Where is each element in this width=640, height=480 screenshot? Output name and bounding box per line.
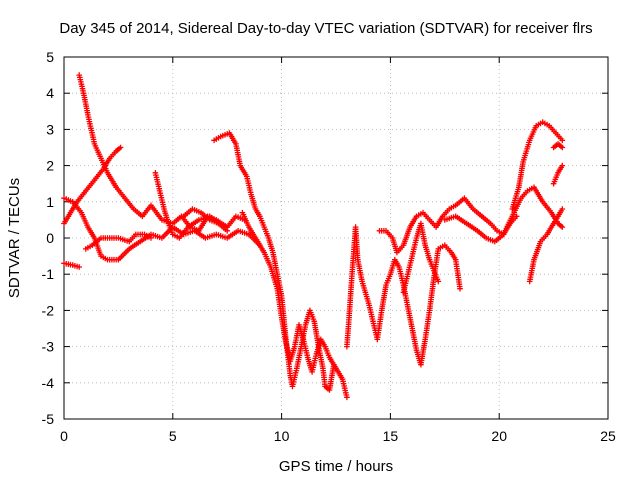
y-tick-label: 2 — [46, 158, 54, 174]
x-tick-label: 15 — [383, 428, 399, 444]
y-tick-label: -5 — [42, 411, 55, 427]
data-point — [224, 228, 230, 234]
data-point — [435, 278, 442, 285]
data-point — [559, 224, 566, 230]
x-tick-label: 5 — [169, 428, 177, 444]
y-tick-label: -2 — [42, 302, 55, 318]
series-track-p — [550, 162, 566, 187]
y-tick-label: 5 — [46, 49, 54, 65]
data-point — [117, 144, 124, 151]
series-track-k — [400, 220, 442, 296]
series-track-c — [61, 195, 263, 263]
x-tick-label: 20 — [491, 428, 507, 444]
y-tick-label: 3 — [46, 121, 54, 137]
x-axis-label: GPS time / hours — [279, 458, 393, 475]
series-track-j — [376, 195, 520, 256]
grid — [64, 57, 608, 419]
data-point — [457, 285, 463, 292]
y-tick-label: -3 — [42, 339, 55, 355]
y-tick-label: 0 — [46, 230, 54, 246]
series-track-h — [239, 209, 350, 401]
ticks — [63, 56, 609, 420]
data-point — [215, 220, 222, 227]
data-point — [76, 264, 82, 270]
series-track-n — [526, 206, 566, 285]
y-tick-label: -4 — [42, 375, 55, 391]
data-point — [344, 394, 350, 401]
data-point — [148, 235, 154, 241]
series-track-e — [83, 231, 154, 252]
x-tick-label: 0 — [60, 428, 68, 444]
series-track-i — [344, 224, 463, 368]
x-tick-label: 10 — [274, 428, 290, 444]
data-point — [559, 144, 566, 151]
series-track-a — [76, 72, 248, 234]
data-point — [559, 206, 566, 212]
x-tick-labels: 0 5 10 15 20 25 — [60, 428, 616, 444]
series-track-d — [61, 260, 82, 270]
series-track-q — [180, 206, 222, 227]
data-point — [559, 137, 566, 144]
chart-title: Day 345 of 2014, Sidereal Day-to-day VTE… — [59, 20, 592, 37]
series-track-b — [61, 144, 124, 227]
series-group — [61, 72, 566, 401]
y-tick-label: 1 — [46, 194, 54, 210]
x-tick-label: 25 — [600, 428, 616, 444]
series-track-f — [152, 170, 230, 241]
y-tick-labels: -5 -4 -3 -2 -1 0 1 2 3 4 5 — [42, 49, 55, 427]
y-axis-label: SDTVAR / TECUs — [6, 178, 23, 298]
series-track-m — [509, 119, 566, 212]
y-tick-label: 4 — [46, 85, 54, 101]
data-point — [559, 162, 566, 169]
y-tick-label: -1 — [42, 266, 55, 282]
series-track-o — [550, 141, 566, 151]
